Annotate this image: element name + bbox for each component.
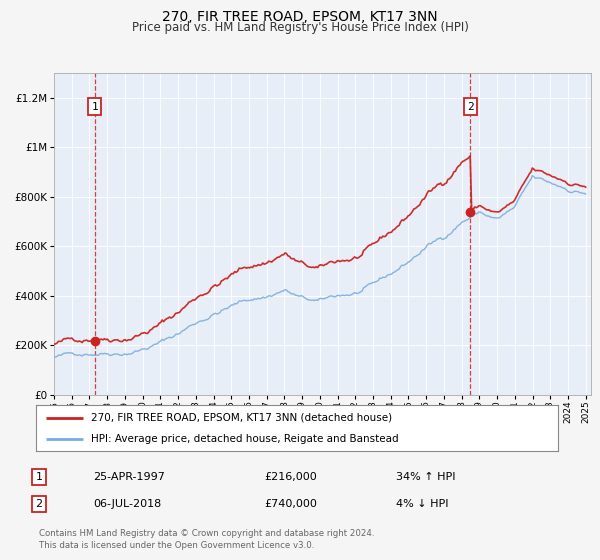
Text: HPI: Average price, detached house, Reigate and Banstead: HPI: Average price, detached house, Reig… <box>91 435 398 444</box>
Text: £216,000: £216,000 <box>264 472 317 482</box>
Text: 34% ↑ HPI: 34% ↑ HPI <box>396 472 455 482</box>
Text: 25-APR-1997: 25-APR-1997 <box>93 472 165 482</box>
Text: £740,000: £740,000 <box>264 499 317 509</box>
Text: 4% ↓ HPI: 4% ↓ HPI <box>396 499 449 509</box>
Text: Price paid vs. HM Land Registry's House Price Index (HPI): Price paid vs. HM Land Registry's House … <box>131 21 469 34</box>
Text: 1: 1 <box>91 101 98 111</box>
Text: 1: 1 <box>35 472 43 482</box>
Text: 270, FIR TREE ROAD, EPSOM, KT17 3NN: 270, FIR TREE ROAD, EPSOM, KT17 3NN <box>162 10 438 24</box>
Text: 270, FIR TREE ROAD, EPSOM, KT17 3NN (detached house): 270, FIR TREE ROAD, EPSOM, KT17 3NN (det… <box>91 413 392 423</box>
Text: Contains HM Land Registry data © Crown copyright and database right 2024.
This d: Contains HM Land Registry data © Crown c… <box>39 529 374 550</box>
Text: 06-JUL-2018: 06-JUL-2018 <box>93 499 161 509</box>
Text: 2: 2 <box>35 499 43 509</box>
Text: 2: 2 <box>467 101 474 111</box>
